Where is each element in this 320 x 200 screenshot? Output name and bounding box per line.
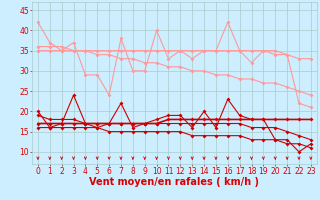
X-axis label: Vent moyen/en rafales ( km/h ): Vent moyen/en rafales ( km/h ) [89, 177, 260, 187]
